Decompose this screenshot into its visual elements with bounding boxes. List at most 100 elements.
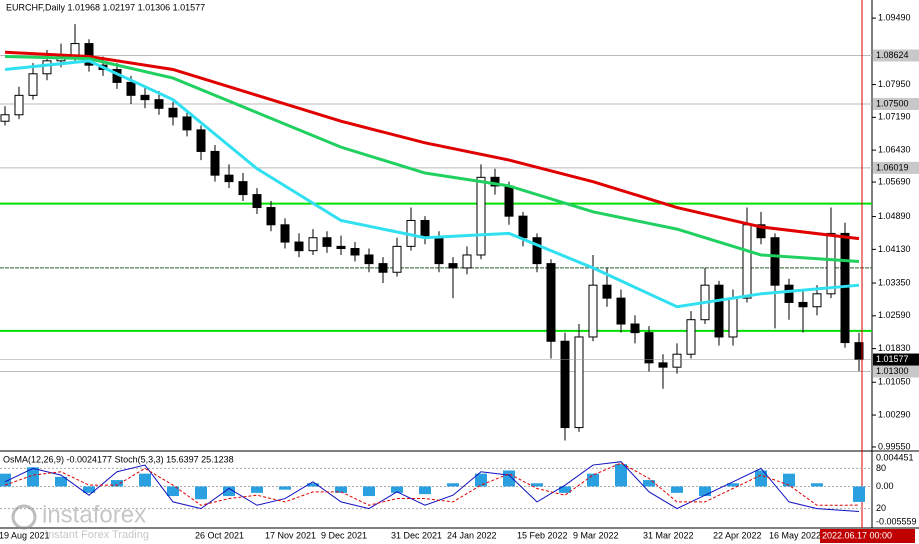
y-tick-label: 1.03350 bbox=[878, 277, 911, 287]
candle-body bbox=[126, 81, 136, 96]
candle-body bbox=[420, 219, 430, 239]
candle-body bbox=[546, 263, 556, 342]
y-tick-label: 1.05690 bbox=[878, 176, 911, 186]
candle-body bbox=[658, 362, 668, 368]
candle-body bbox=[322, 237, 332, 247]
x-tick-label: 9 Dec 2021 bbox=[321, 530, 367, 540]
osma-bar bbox=[55, 476, 67, 487]
candle-body bbox=[476, 176, 486, 256]
candle-body bbox=[84, 43, 94, 66]
level-box bbox=[873, 97, 919, 110]
candle-body bbox=[224, 174, 234, 183]
sub-tick-label: -0.005559 bbox=[876, 516, 917, 526]
osma-bar bbox=[167, 486, 179, 497]
osma-bar bbox=[419, 486, 431, 495]
osma-bar bbox=[391, 486, 403, 493]
candle-body bbox=[210, 150, 220, 176]
level-box bbox=[873, 49, 919, 62]
candle-body bbox=[490, 176, 500, 187]
moving-average bbox=[4, 59, 860, 309]
candle-body bbox=[826, 232, 836, 295]
x-tick-label: 9 Mar 2022 bbox=[573, 530, 619, 540]
osma-bar bbox=[783, 473, 795, 487]
sub-title: OsMA(12,26,9) -0.0024177 Stoch(5,3,3) 15… bbox=[3, 454, 234, 464]
osma-bar bbox=[279, 486, 291, 490]
moving-average bbox=[4, 55, 860, 263]
logo bbox=[11, 504, 37, 530]
osma-bar bbox=[755, 470, 767, 487]
x-tick-label: 15 Feb 2022 bbox=[517, 530, 568, 540]
candle-body bbox=[266, 207, 276, 226]
candle-body bbox=[588, 284, 598, 338]
candle-body bbox=[672, 353, 682, 368]
candle-body bbox=[364, 254, 374, 265]
candle-body bbox=[756, 224, 766, 239]
candle-body bbox=[770, 237, 780, 286]
y-tick-label: 1.04890 bbox=[878, 211, 911, 221]
candle-body bbox=[742, 224, 752, 299]
candle-body bbox=[0, 114, 10, 122]
candle-body bbox=[308, 237, 318, 252]
date-box bbox=[820, 529, 915, 543]
level-label: 1.06019 bbox=[876, 162, 909, 172]
candle-body bbox=[504, 185, 514, 217]
y-tick-label: 1.07950 bbox=[878, 79, 911, 89]
y-tick-label: 1.01050 bbox=[878, 377, 911, 387]
current-label: 1.01577 bbox=[876, 354, 909, 364]
sub-tick-label: 20 bbox=[876, 503, 886, 513]
candle-body bbox=[644, 332, 654, 364]
candle-body bbox=[392, 245, 402, 273]
candle-body bbox=[28, 73, 38, 96]
chart-title: EURCHF,Daily 1.01968 1.02197 1.01306 1.0… bbox=[6, 2, 205, 12]
candle-body bbox=[686, 319, 696, 355]
level-label: 1.01300 bbox=[876, 366, 909, 376]
candle-body bbox=[728, 297, 738, 338]
candle-body bbox=[630, 323, 640, 334]
x-tick-label: 19 Aug 2021 bbox=[0, 530, 50, 540]
osma-bar bbox=[615, 464, 627, 487]
sub-tick-label: 0.00 bbox=[876, 481, 894, 491]
osma-bar bbox=[671, 486, 683, 493]
candle-body bbox=[196, 129, 206, 152]
y-tick-label: 1.06430 bbox=[878, 145, 911, 155]
candle-body bbox=[294, 241, 304, 252]
osma-bar bbox=[811, 483, 823, 487]
x-tick-label: 22 Apr 2022 bbox=[713, 530, 762, 540]
candle-body bbox=[798, 301, 808, 308]
osma-bar bbox=[195, 486, 207, 500]
candle-body bbox=[434, 237, 444, 265]
candle-body bbox=[784, 284, 794, 303]
candle-body bbox=[350, 248, 360, 256]
osma-bar bbox=[223, 486, 235, 497]
osma-bar bbox=[251, 486, 263, 493]
x-tick-label: 2022.06.17 00:00 bbox=[822, 530, 892, 540]
candle-body bbox=[560, 340, 570, 429]
osma-bar bbox=[531, 483, 543, 487]
candle-body bbox=[532, 237, 542, 265]
y-tick-label: 1.04130 bbox=[878, 244, 911, 254]
osma-bar bbox=[475, 473, 487, 487]
level-label: 1.07500 bbox=[876, 98, 909, 108]
osma-bar bbox=[447, 483, 459, 487]
candle-body bbox=[154, 99, 164, 109]
candle-body bbox=[280, 224, 290, 243]
x-tick-label: 31 Mar 2022 bbox=[643, 530, 694, 540]
candle-body bbox=[812, 293, 822, 308]
y-tick-label: 1.07190 bbox=[878, 112, 911, 122]
candle-body bbox=[714, 284, 724, 338]
candle-body bbox=[336, 245, 346, 250]
osma-bar bbox=[111, 480, 123, 487]
x-tick-label: 31 Dec 2021 bbox=[391, 530, 442, 540]
candle-body bbox=[518, 215, 528, 239]
osma-bar bbox=[587, 473, 599, 487]
y-tick-label: 1.00290 bbox=[878, 409, 911, 419]
level-box bbox=[873, 161, 919, 174]
osma-bar bbox=[643, 480, 655, 487]
current-box bbox=[873, 353, 919, 366]
candle-body bbox=[168, 107, 178, 118]
candle-body bbox=[378, 263, 388, 273]
osma-bar bbox=[853, 486, 865, 502]
sub-tick-label: 0.004451 bbox=[876, 452, 914, 462]
osma-bar bbox=[139, 473, 151, 487]
